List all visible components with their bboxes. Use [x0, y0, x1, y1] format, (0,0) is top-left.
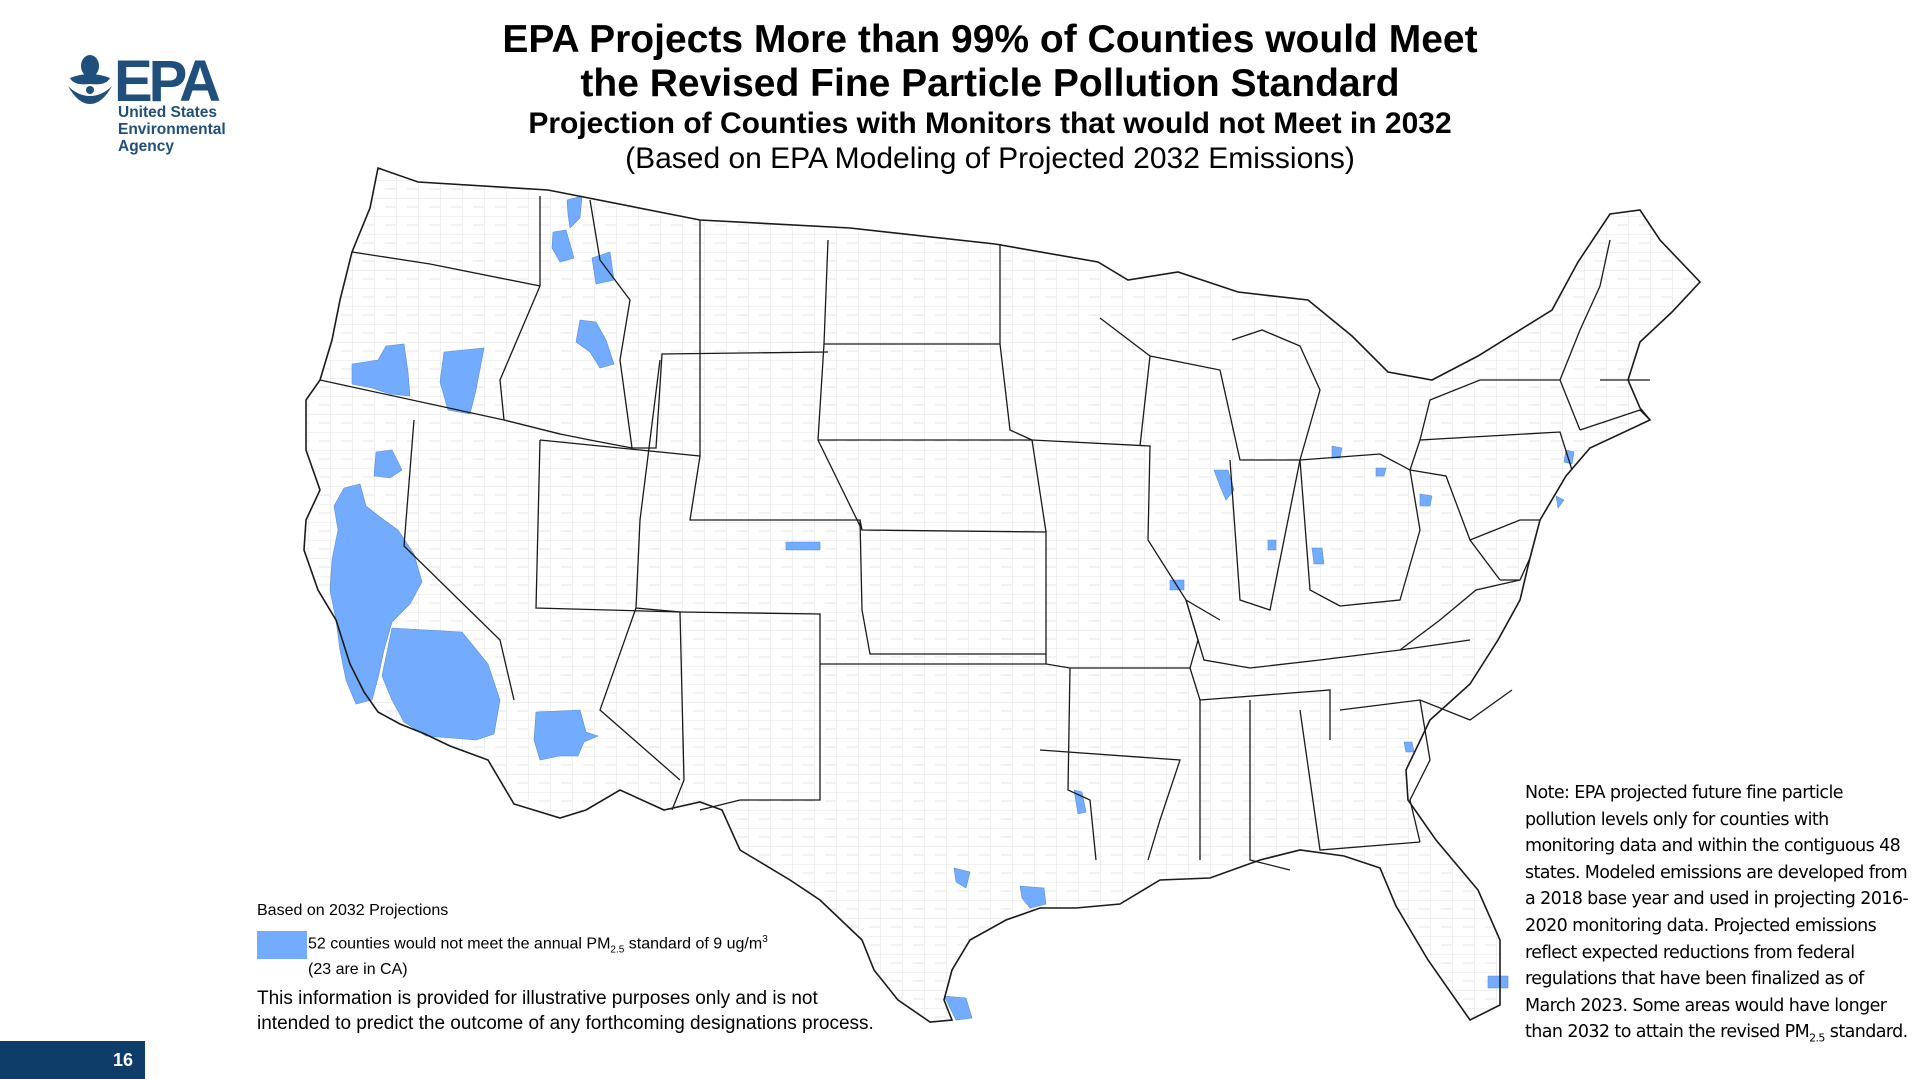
logo-agency-name: United States Environmental Agency	[118, 104, 226, 155]
page-subtitle: Projection of Counties with Monitors tha…	[528, 107, 1452, 140]
note-text: Note: EPA projected future fine particle…	[1525, 783, 1909, 1043]
non-attaining-counties	[329, 195, 1575, 1021]
legend-entry-text-pre: 52 counties would not meet the annual PM	[308, 935, 611, 953]
page-subnote: (Based on EPA Modeling of Projected 2032…	[625, 142, 1355, 175]
epa-logo: EPA United States Environmental Agency	[66, 52, 266, 162]
disclaimer-text: This information is provided for illustr…	[257, 988, 874, 1034]
epa-flower-icon	[68, 55, 112, 104]
logo-acronym: EPA	[114, 49, 221, 114]
map-legend: Based on 2032 Projections 52 counties wo…	[257, 902, 877, 1036]
logo-agency-line: United States	[118, 104, 218, 121]
methodology-note: Note: EPA projected future fine particle…	[1525, 780, 1915, 1052]
legend-entry: 52 counties would not meet the annual PM…	[257, 928, 877, 978]
state-boundaries	[303, 167, 1701, 1023]
legend-entry-text: 52 counties would not meet the annual PM…	[308, 930, 768, 979]
header: EPA Projects More than 99% of Counties w…	[360, 18, 1620, 176]
us-county-map	[303, 167, 1701, 1023]
page-title-line-1: EPA Projects More than 99% of Counties w…	[502, 18, 1478, 61]
legend-entry-text-mid: standard of 9 ug/m	[624, 935, 763, 953]
logo-agency-line: Agency	[118, 138, 174, 155]
page-number: 16	[0, 1041, 145, 1079]
legend-entry-line-2: (23 are in CA)	[308, 960, 408, 978]
page-title-line-2: the Revised Fine Particle Pollution Stan…	[580, 62, 1400, 105]
legend-entry-superscript: 3	[762, 934, 768, 945]
note-text-end: standard.	[1824, 1022, 1908, 1043]
legend-heading: Based on 2032 Projections	[257, 902, 449, 919]
note-subscript: 2.5	[1809, 1031, 1825, 1045]
legend-swatch	[257, 931, 307, 959]
legend-entry-subscript: 2.5	[610, 944, 625, 956]
logo-agency-line: Environmental	[118, 121, 226, 138]
